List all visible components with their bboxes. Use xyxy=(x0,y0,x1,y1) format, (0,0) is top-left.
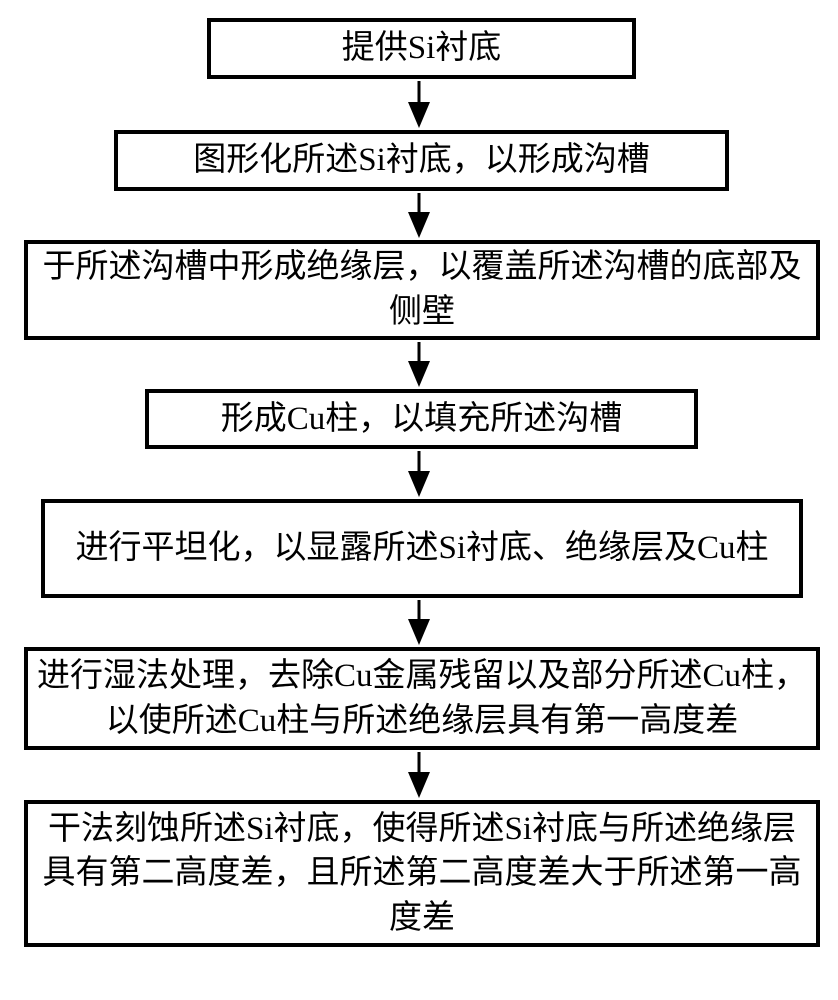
flow-node-n4: 形成Cu柱，以填充所述沟槽 xyxy=(145,389,698,449)
flow-node-label: 于所述沟槽中形成绝缘层，以覆盖所述沟槽的底部及侧壁 xyxy=(28,245,816,334)
flowchart-canvas: 提供Si衬底图形化所述Si衬底，以形成沟槽于所述沟槽中形成绝缘层，以覆盖所述沟槽… xyxy=(0,0,838,1000)
flow-node-label: 形成Cu柱，以填充所述沟槽 xyxy=(149,397,694,442)
flow-node-n3: 于所述沟槽中形成绝缘层，以覆盖所述沟槽的底部及侧壁 xyxy=(24,240,820,340)
flow-node-label: 提供Si衬底 xyxy=(211,26,632,71)
flow-node-n2: 图形化所述Si衬底，以形成沟槽 xyxy=(114,130,729,191)
flow-node-label: 进行湿法处理，去除Cu金属残留以及部分所述Cu柱，以使所述Cu柱与所述绝缘层具有… xyxy=(28,654,816,743)
flow-node-label: 图形化所述Si衬底，以形成沟槽 xyxy=(118,138,725,183)
flow-node-n5: 进行平坦化，以显露所述Si衬底、绝缘层及Cu柱 xyxy=(41,499,803,598)
flow-node-label: 干法刻蚀所述Si衬底，使得所述Si衬底与所述绝缘层具有第二高度差，且所述第二高度… xyxy=(28,807,816,941)
flow-node-n6: 进行湿法处理，去除Cu金属残留以及部分所述Cu柱，以使所述Cu柱与所述绝缘层具有… xyxy=(24,647,820,750)
flow-node-label: 进行平坦化，以显露所述Si衬底、绝缘层及Cu柱 xyxy=(45,526,799,571)
flow-node-n7: 干法刻蚀所述Si衬底，使得所述Si衬底与所述绝缘层具有第二高度差，且所述第二高度… xyxy=(24,800,820,947)
flow-node-n1: 提供Si衬底 xyxy=(207,18,636,79)
